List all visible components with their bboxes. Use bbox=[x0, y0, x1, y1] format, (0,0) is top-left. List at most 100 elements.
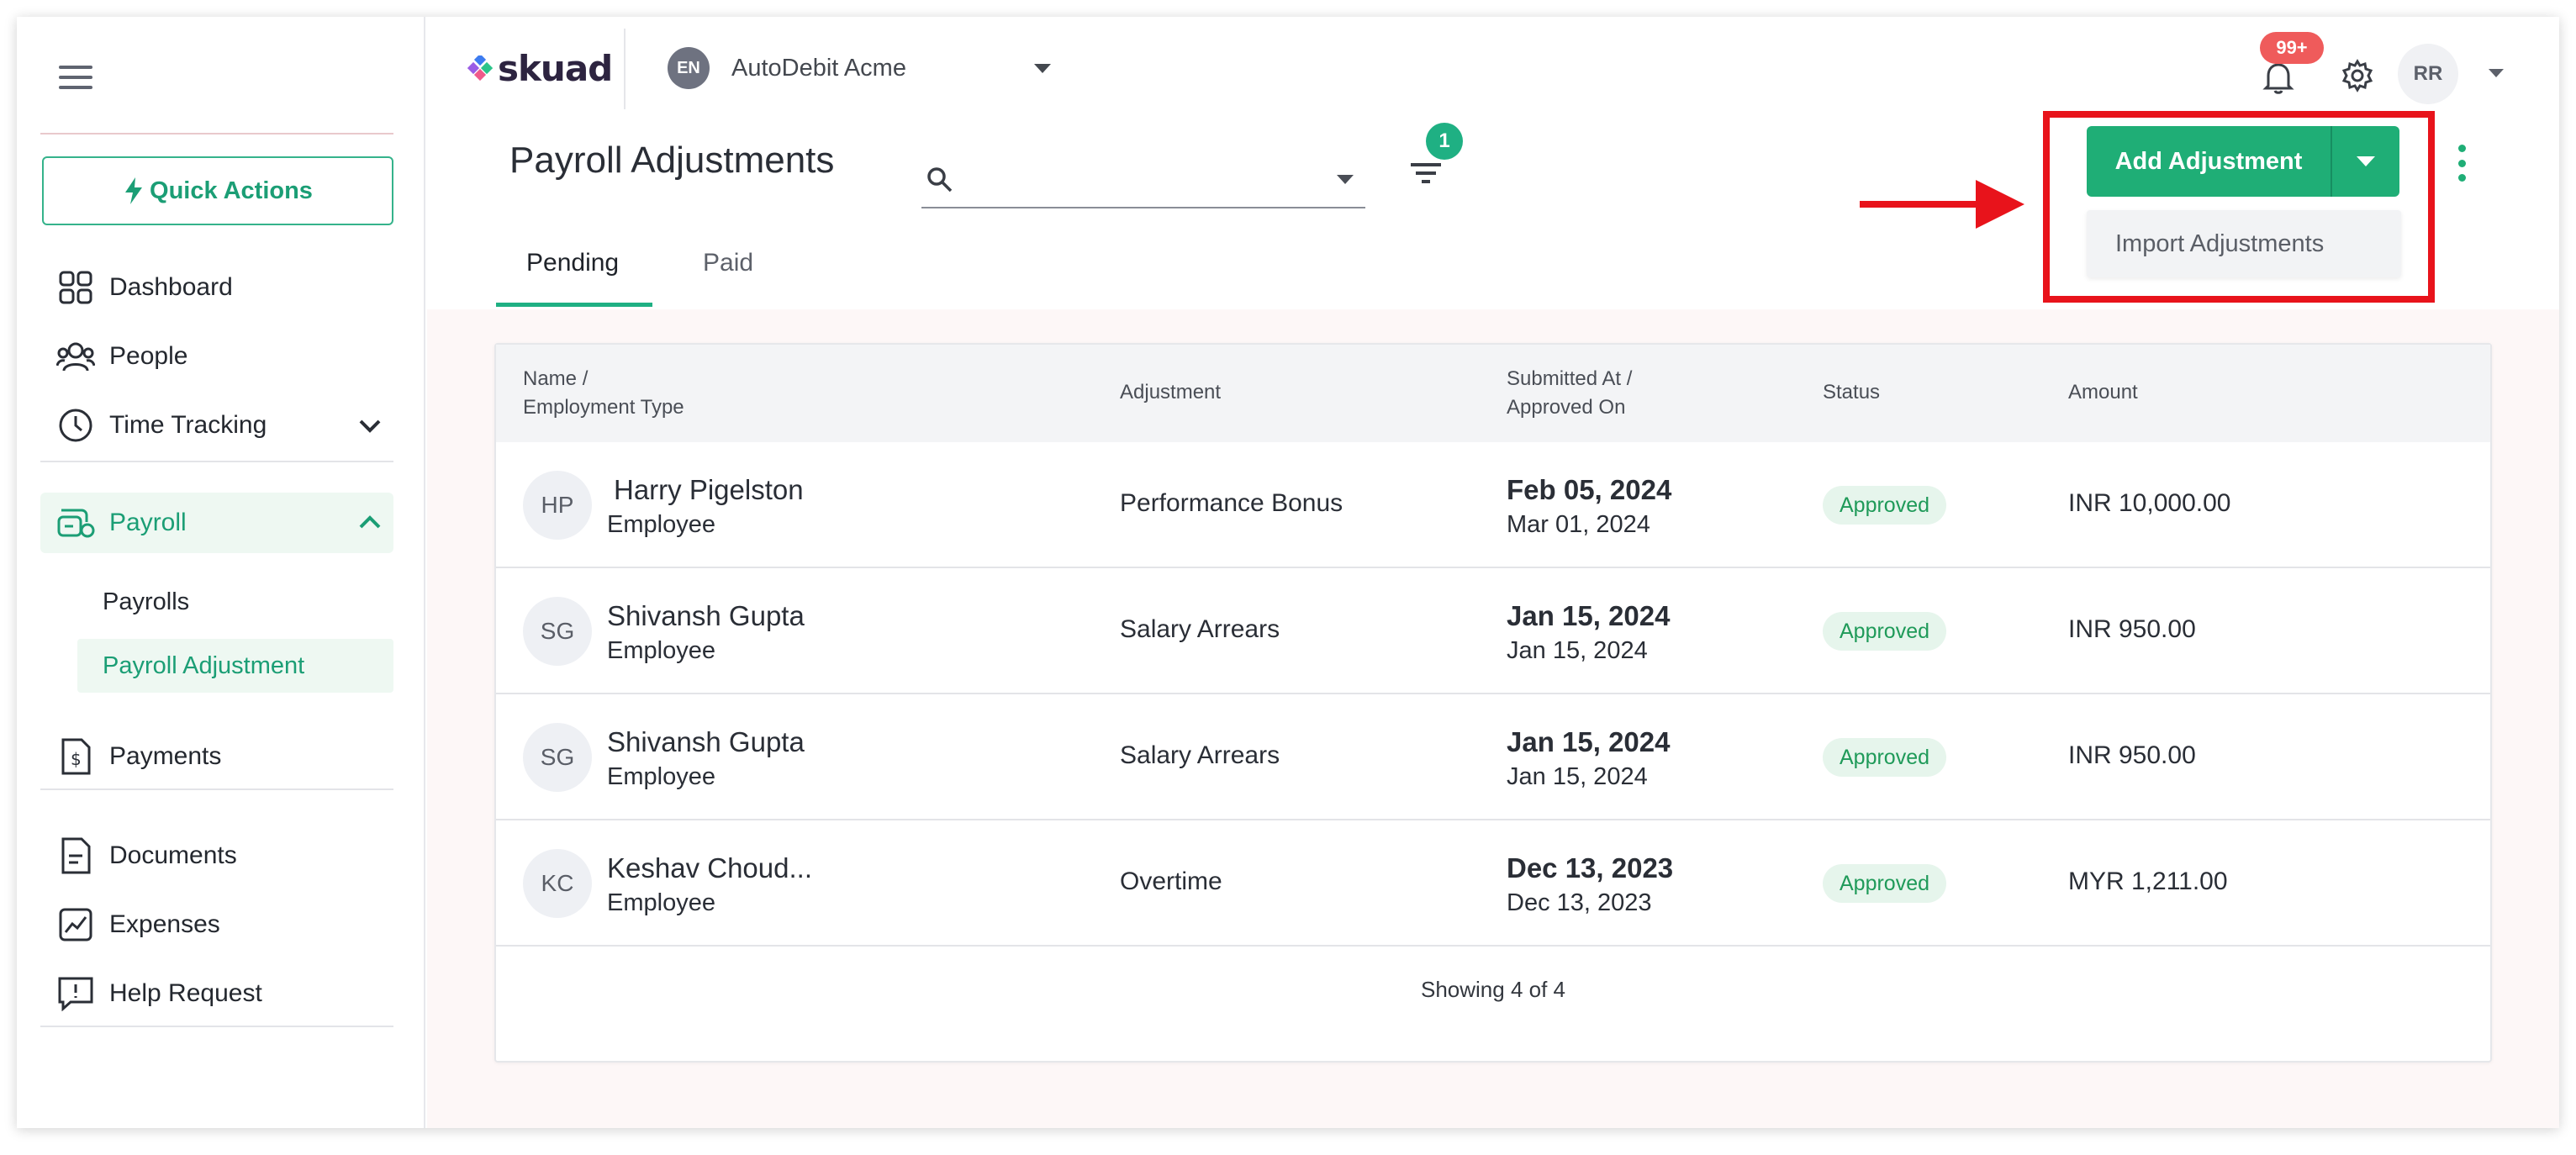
employment-type: Employee bbox=[607, 637, 715, 664]
lightning-icon bbox=[125, 177, 143, 204]
sidebar-item-documents[interactable]: Documents bbox=[40, 825, 393, 886]
sidebar-subitem-payrolls[interactable]: Payrolls bbox=[103, 575, 189, 629]
divider bbox=[40, 133, 393, 134]
pagination-summary: Showing 4 of 4 bbox=[1420, 977, 1565, 1002]
amount: INR 950.00 bbox=[2068, 615, 2196, 643]
employee-name: Harry Pigelston bbox=[614, 474, 804, 505]
sidebar-item-expenses[interactable]: Expenses bbox=[40, 894, 393, 955]
table-row[interactable]: KC Keshav Choud... Employee Overtime Dec… bbox=[496, 820, 2490, 947]
clock-icon bbox=[55, 405, 96, 446]
help-request-icon bbox=[55, 973, 96, 1014]
org-switcher[interactable]: EN AutoDebit Acme bbox=[668, 47, 1051, 89]
table-row[interactable]: SG Shivansh Gupta Employee Salary Arrear… bbox=[496, 568, 2490, 694]
sidebar-item-payments[interactable]: $ Payments bbox=[40, 726, 393, 787]
avatar: HP bbox=[523, 471, 592, 540]
sidebar-item-label: Documents bbox=[109, 841, 237, 869]
employment-type: Employee bbox=[607, 763, 715, 790]
app-window: Quick Actions Dashboard People Time Trac… bbox=[17, 17, 2559, 1128]
table-row[interactable]: HP Harry Pigelston Employee Performance … bbox=[496, 442, 2490, 568]
amount: INR 950.00 bbox=[2068, 741, 2196, 769]
quick-actions-button[interactable]: Quick Actions bbox=[42, 156, 393, 225]
menu-icon[interactable] bbox=[59, 66, 92, 91]
tab-pending[interactable]: Pending bbox=[526, 249, 620, 277]
divider bbox=[40, 1026, 393, 1027]
amount: INR 10,000.00 bbox=[2068, 489, 2231, 517]
import-adjustments-menu-item[interactable]: Import Adjustments bbox=[2087, 210, 2401, 277]
employee-name: Shivansh Gupta bbox=[607, 726, 805, 757]
sidebar-item-help-request[interactable]: Help Request bbox=[40, 963, 393, 1024]
payments-icon: $ bbox=[55, 736, 96, 777]
avatar: SG bbox=[523, 597, 592, 666]
sidebar-item-dashboard[interactable]: Dashboard bbox=[40, 257, 393, 318]
approved-date: Jan 15, 2024 bbox=[1507, 637, 1648, 664]
sidebar-item-payroll[interactable]: Payroll bbox=[40, 493, 393, 553]
caret-down-icon[interactable] bbox=[2489, 69, 2504, 77]
column-header-amount: Amount bbox=[2068, 381, 2138, 403]
search-field[interactable] bbox=[921, 153, 1365, 208]
sidebar-item-label: Help Request bbox=[109, 979, 262, 1007]
table-row[interactable]: SG Shivansh Gupta Employee Salary Arrear… bbox=[496, 694, 2490, 820]
chevron-up-icon[interactable] bbox=[356, 509, 383, 536]
sidebar-item-time-tracking[interactable]: Time Tracking bbox=[40, 395, 393, 456]
avatar: SG bbox=[523, 723, 592, 792]
sidebar-subitem-payroll-adjustment[interactable]: Payroll Adjustment bbox=[77, 639, 393, 693]
sidebar-item-label: Dashboard bbox=[109, 273, 233, 301]
sidebar-item-label: Payroll bbox=[109, 509, 187, 536]
status-badge: Approved bbox=[1823, 486, 1947, 525]
caret-down-icon bbox=[2357, 156, 2375, 166]
employment-type: Employee bbox=[607, 889, 715, 916]
payroll-icon bbox=[55, 503, 96, 543]
filter-icon[interactable] bbox=[1406, 153, 1446, 193]
amount: MYR 1,211.00 bbox=[2068, 868, 2228, 895]
skuad-logo[interactable]: skuad bbox=[467, 47, 613, 89]
divider bbox=[624, 29, 626, 109]
divider bbox=[40, 461, 393, 462]
chevron-down-icon[interactable] bbox=[356, 412, 383, 439]
status-badge: Approved bbox=[1823, 612, 1947, 651]
status-badge: Approved bbox=[1823, 738, 1947, 777]
search-input[interactable] bbox=[921, 153, 1365, 207]
table-header: Name / Employment Type Adjustment Submitt… bbox=[496, 345, 2490, 442]
expenses-icon bbox=[55, 904, 96, 945]
dashboard-icon bbox=[55, 267, 96, 308]
approved-date: Jan 15, 2024 bbox=[1507, 763, 1648, 790]
submitted-date: Jan 15, 2024 bbox=[1507, 726, 1671, 757]
annotation-arrow-icon bbox=[1860, 180, 2024, 229]
annotation-highlight-box bbox=[2043, 111, 2435, 303]
tab-paid[interactable]: Paid bbox=[703, 249, 754, 277]
notification-badge: 99+ bbox=[2260, 32, 2324, 64]
active-tab-indicator bbox=[496, 303, 652, 307]
sidebar-item-people[interactable]: People bbox=[40, 326, 393, 387]
gear-icon[interactable] bbox=[2341, 59, 2374, 92]
adjustment-type: Salary Arrears bbox=[1120, 741, 1280, 769]
column-header-status: Status bbox=[1823, 381, 1881, 403]
add-adjustment-dropdown-toggle[interactable] bbox=[2331, 126, 2399, 197]
filter-count-badge: 1 bbox=[1426, 123, 1463, 160]
sidebar-item-label: Time Tracking bbox=[109, 411, 267, 439]
column-header-submitted: Submitted At / Approved On bbox=[1507, 367, 1633, 419]
caret-down-icon[interactable] bbox=[1337, 175, 1354, 184]
adjustment-type: Salary Arrears bbox=[1120, 615, 1280, 643]
approved-date: Dec 13, 2023 bbox=[1507, 889, 1652, 916]
people-icon bbox=[55, 336, 96, 377]
logo-mark-icon bbox=[467, 55, 493, 81]
column-header-name: Name / Employment Type bbox=[523, 367, 684, 419]
submitted-date: Dec 13, 2023 bbox=[1507, 852, 1674, 883]
status-badge: Approved bbox=[1823, 864, 1947, 903]
column-header-adjustment: Adjustment bbox=[1120, 381, 1222, 403]
add-adjustment-button[interactable]: Add Adjustment bbox=[2114, 147, 2303, 175]
user-avatar[interactable]: RR bbox=[2398, 44, 2458, 104]
quick-actions-label: Quick Actions bbox=[150, 177, 313, 204]
divider bbox=[40, 788, 393, 790]
employee-name: Keshav Choud... bbox=[607, 852, 812, 883]
sidebar-subitem-label: Payrolls bbox=[103, 588, 190, 615]
bell-icon[interactable] bbox=[2260, 59, 2297, 96]
more-options-icon[interactable] bbox=[2455, 145, 2468, 182]
submitted-date: Jan 15, 2024 bbox=[1507, 600, 1671, 631]
svg-text:$: $ bbox=[71, 749, 82, 769]
sidebar-item-label: People bbox=[109, 342, 188, 370]
adjustments-table: Name / Employment Type Adjustment Submitt… bbox=[494, 343, 2492, 1063]
adjustment-type: Overtime bbox=[1120, 868, 1222, 895]
submitted-date: Feb 05, 2024 bbox=[1507, 474, 1672, 505]
adjustment-type: Performance Bonus bbox=[1120, 489, 1343, 517]
